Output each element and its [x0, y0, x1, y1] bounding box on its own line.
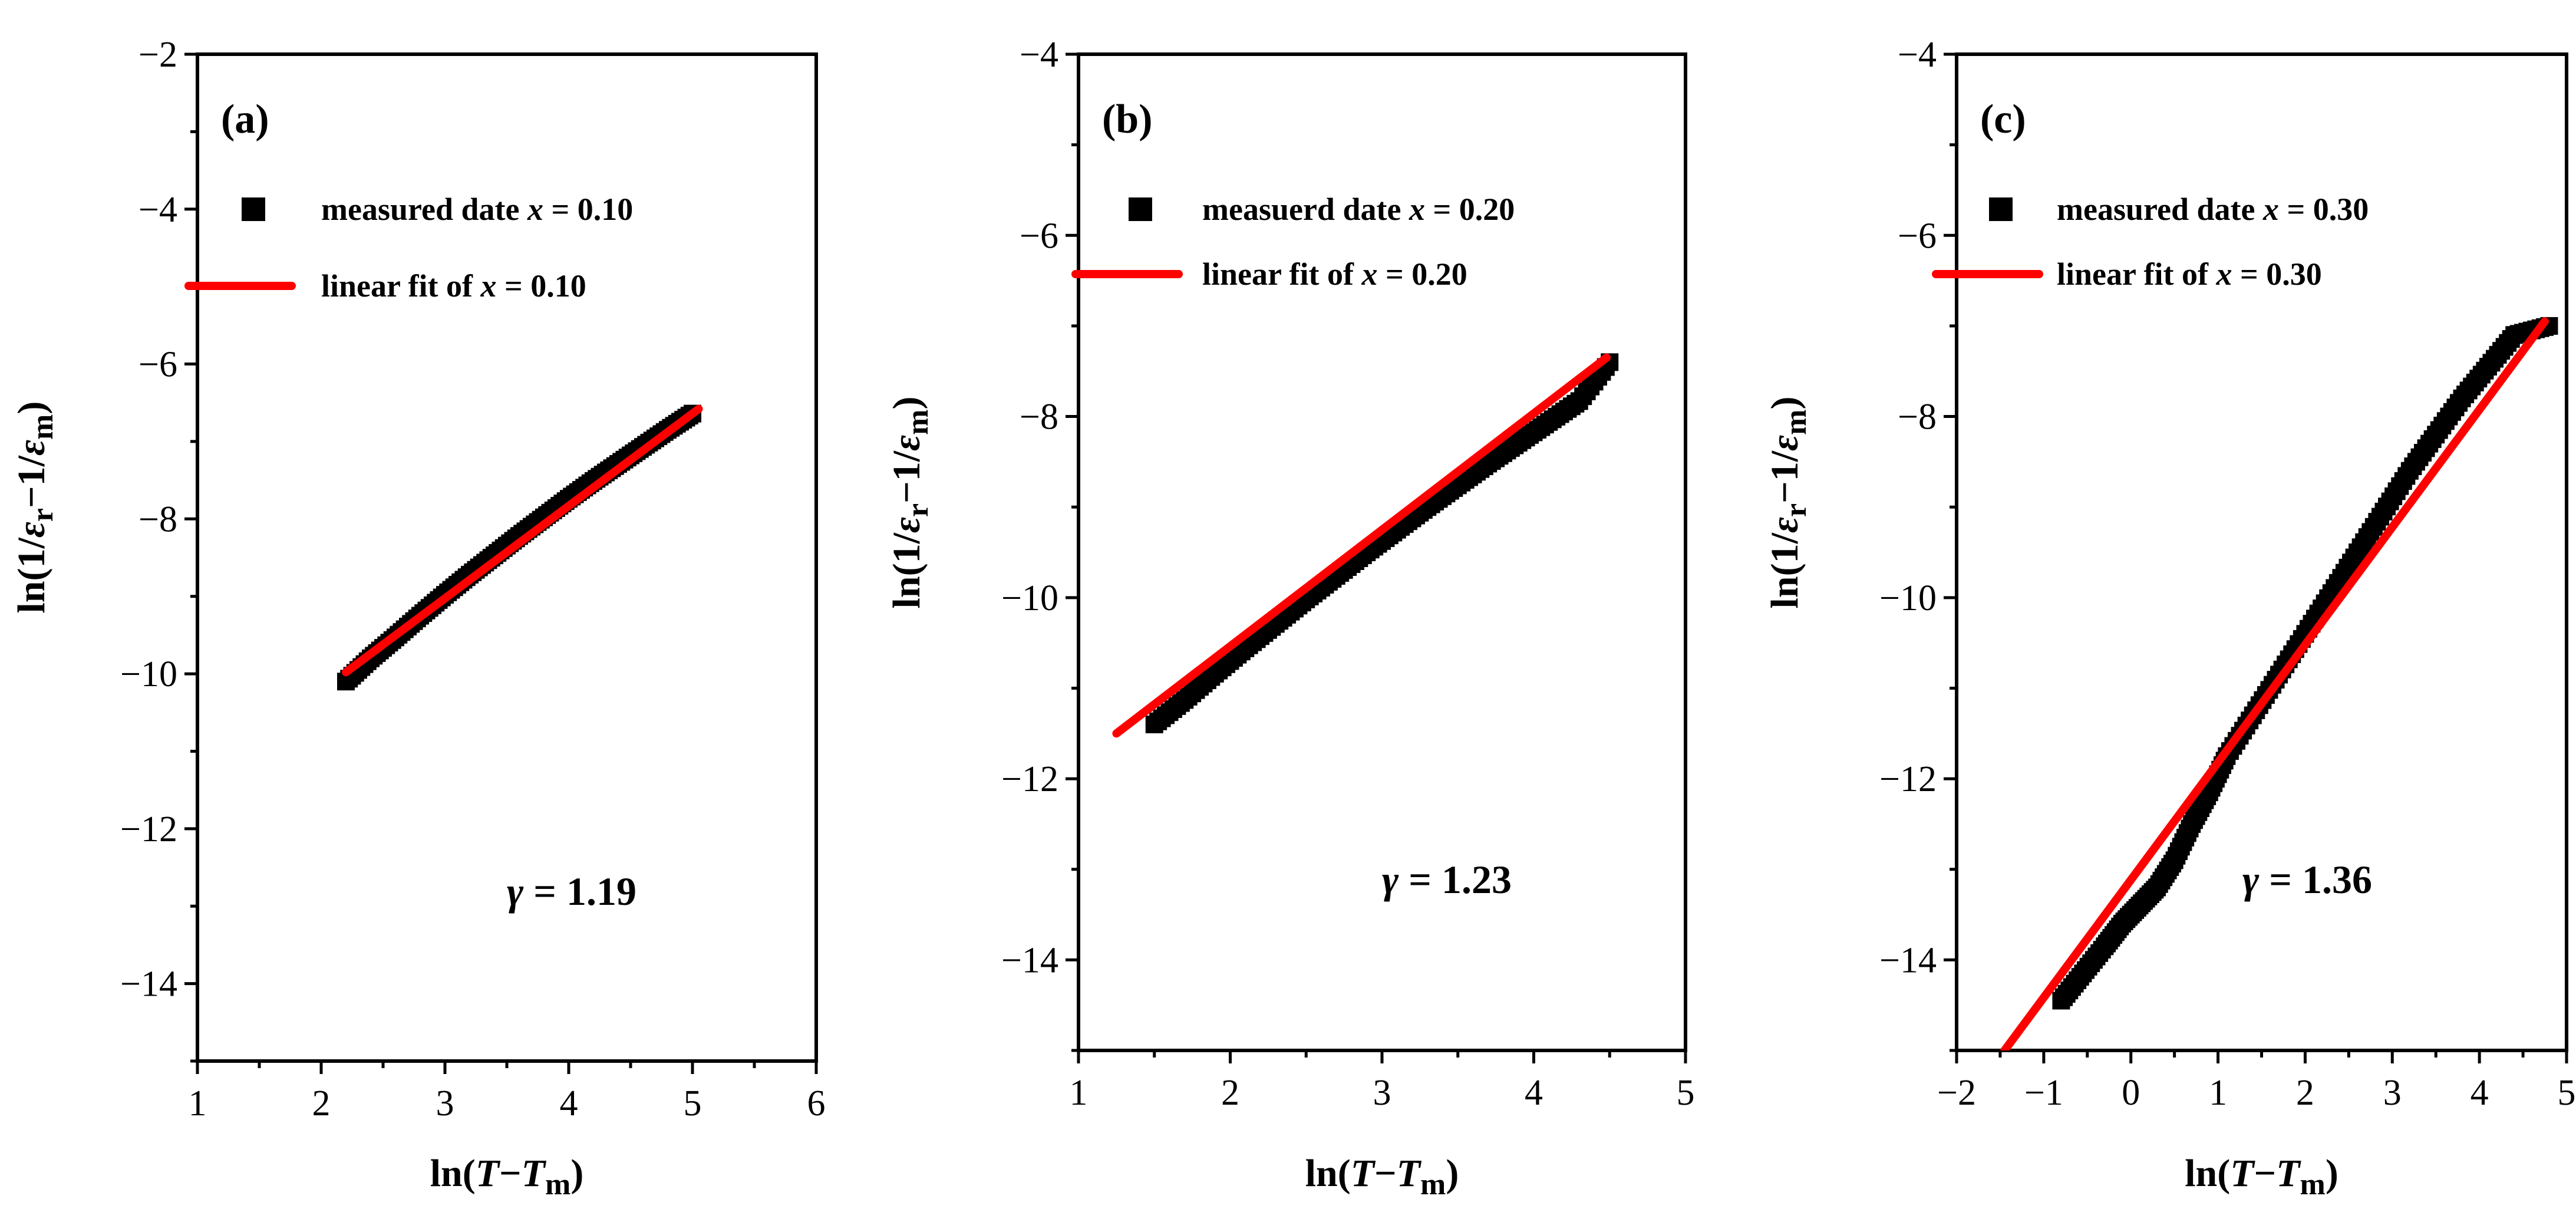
y-tick-label: −2 — [138, 35, 177, 75]
y-tick-label: −8 — [1898, 397, 1937, 437]
x-axis-title: ln(T−Tm) — [1305, 1152, 1459, 1201]
legend-marker-square — [1129, 197, 1152, 221]
y-axis-title: ln(1/εr−1/εm) — [1763, 397, 1813, 609]
x-tick-label: 4 — [2471, 1073, 2489, 1113]
x-tick-label: 2 — [2296, 1073, 2314, 1113]
x-tick-label: 1 — [189, 1083, 207, 1124]
y-tick-label: −8 — [1020, 397, 1058, 437]
x-axis-title: ln(T−Tm) — [430, 1152, 584, 1201]
x-tick-label: 2 — [1221, 1073, 1239, 1113]
panel-label: (a) — [221, 97, 269, 142]
data-layer — [337, 404, 703, 691]
data-layer — [2000, 317, 2558, 1050]
legend-label-measured: measured date x = 0.30 — [2057, 192, 2369, 227]
x-tick-label: 3 — [436, 1083, 454, 1124]
gamma-annotation: γ = 1.19 — [507, 869, 636, 914]
x-tick-label: 0 — [2122, 1073, 2140, 1113]
panel-a: 1 2 3 4 5 6 −14 −12 −10 −8 −6 −4 −2 (a) measured date … — [10, 35, 826, 1201]
legend-marker-square — [242, 197, 265, 221]
y-tick-label: −4 — [1898, 35, 1937, 75]
x-tick-label: −1 — [2024, 1073, 2063, 1113]
y-tick-label: −14 — [120, 964, 177, 1004]
legend-label-measured: measuerd date x = 0.20 — [1202, 192, 1515, 227]
x-tick-label: 4 — [560, 1083, 578, 1124]
x-tick-label: 1 — [2209, 1073, 2227, 1113]
legend-label-measured: measured date x = 0.10 — [321, 192, 633, 227]
y-tick-label: −6 — [1020, 216, 1058, 256]
x-tick-label: 5 — [684, 1083, 702, 1124]
panel-label: (b) — [1102, 97, 1153, 142]
y-tick-label: −6 — [1898, 216, 1937, 256]
y-tick-label: −10 — [1879, 578, 1937, 618]
y-axis-title: ln(1/εr−1/εm) — [885, 397, 935, 609]
fit-line — [2000, 317, 2549, 1050]
y-tick-label: −4 — [1020, 35, 1058, 75]
x-tick-label: 5 — [2558, 1073, 2576, 1113]
x-tick-label: 5 — [1677, 1073, 1695, 1113]
x-tick-label: 1 — [1070, 1073, 1088, 1113]
y-tick-label: −12 — [120, 809, 177, 849]
legend-label-fit: linear fit of x = 0.20 — [1202, 256, 1467, 292]
y-tick-label: −10 — [1001, 578, 1058, 618]
y-tick-label: −14 — [1879, 940, 1937, 980]
y-tick-label: −6 — [138, 345, 177, 385]
y-axis-title: ln(1/εr−1/εm) — [10, 401, 60, 614]
y-tick-label: −12 — [1001, 759, 1058, 799]
x-tick-label: 4 — [1525, 1073, 1543, 1113]
x-tick-label: −2 — [1937, 1073, 1976, 1113]
x-tick-label: 3 — [2383, 1073, 2402, 1113]
x-tick-label: 2 — [312, 1083, 331, 1124]
fit-line — [342, 404, 703, 677]
legend-label-fit: linear fit of x = 0.10 — [321, 268, 586, 304]
y-tick-label: −10 — [120, 654, 177, 694]
y-tick-label: −14 — [1001, 940, 1058, 980]
fit-line — [1112, 353, 1611, 738]
panel-b: 1 2 3 4 5 −14 −12 −10 −8 −6 −4 (b) measuerd date x =… — [885, 35, 1695, 1201]
x-tick-label: 6 — [807, 1083, 826, 1124]
y-tick-label: −8 — [138, 499, 177, 539]
x-axis-title: ln(T−Tm) — [2185, 1152, 2338, 1201]
panel-c: −2 −1 0 1 2 3 4 5−14−12−10−8−6−4(c)measured dat… — [1763, 35, 2576, 1201]
gamma-annotation: γ = 1.23 — [1382, 857, 1512, 902]
y-tick-label: −4 — [138, 190, 177, 230]
data-layer — [1112, 353, 1619, 738]
legend-label-fit: linear fit of x = 0.30 — [2057, 256, 2322, 292]
legend-marker-square — [1989, 197, 2013, 221]
gamma-annotation: γ = 1.36 — [2242, 857, 2372, 902]
panel-label: (c) — [1980, 97, 2026, 142]
y-tick-label: −12 — [1879, 759, 1937, 799]
x-tick-label: 3 — [1373, 1073, 1391, 1113]
